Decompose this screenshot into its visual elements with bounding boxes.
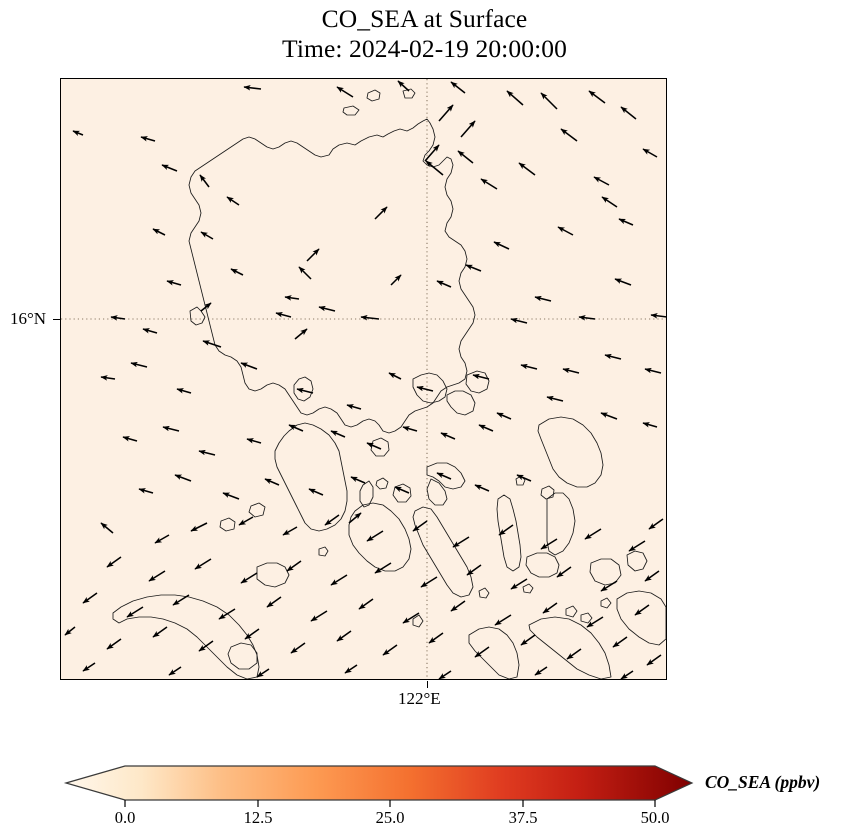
coastline-masbate-2 — [426, 478, 448, 506]
coastline-luzon-bicol-a — [412, 372, 448, 404]
colorbar-tick-25: 25.0 — [375, 808, 405, 827]
coastline-sibuyan — [392, 483, 412, 503]
coastline-busuanga — [256, 562, 290, 588]
coastline-negros — [412, 506, 474, 598]
colorbar-tick-50: 50.0 — [640, 808, 670, 827]
coastline-panay — [348, 502, 412, 572]
coastline-mindoro — [274, 422, 348, 532]
x-axis-tick-label-122e: 122°E — [398, 689, 441, 708]
coastline-small-isle-4 — [219, 517, 236, 532]
coastline-luzon — [188, 118, 476, 434]
coastline-island-babuyan-1 — [366, 89, 381, 102]
coastline-biliran — [540, 485, 555, 500]
coastline-island-babuyan-3 — [402, 88, 416, 99]
coastline-marinduque — [370, 437, 390, 457]
wind-vectors — [64, 80, 666, 679]
coastline-bohol — [525, 552, 560, 578]
coastline-tiny-4 — [580, 612, 593, 624]
colorbar-tick-37-5: 37.5 — [508, 808, 538, 827]
coastline-leyte — [546, 492, 576, 556]
coastline-samar — [537, 416, 604, 488]
coastline-cuyo — [248, 502, 266, 518]
colorbar-gradient-bar — [63, 765, 694, 801]
colorbar-tick-0: 0.0 — [114, 808, 136, 827]
coastline-mindanao-e — [616, 590, 666, 646]
title-variable-line: CO_SEA at Surface — [321, 4, 528, 33]
x-axis-tick-mark — [427, 681, 429, 688]
coastline-island-babuyan-2 — [342, 105, 360, 116]
coastline-dinagat — [589, 558, 622, 586]
map-canvas — [61, 79, 666, 679]
coastline-siargao — [626, 550, 648, 572]
coastline-tiny-2 — [412, 614, 424, 628]
coastline-palawan-2 — [227, 642, 258, 670]
colorbar-title: CO_SEA (ppbv) — [705, 772, 821, 792]
coastline-mindanao-ne — [528, 616, 612, 679]
coastline-tiny-1 — [318, 546, 329, 557]
coastline-tablas — [359, 480, 374, 508]
colorbar-canvas — [63, 765, 694, 807]
coastline-palawan — [112, 594, 260, 679]
y-axis-tick-mark — [53, 319, 60, 321]
coastline-masbate — [426, 462, 466, 490]
coastline-tiny-3 — [565, 605, 578, 618]
coastline-mindanao-n — [468, 626, 520, 679]
gridlines — [61, 79, 666, 679]
coastline-small-isle-2 — [522, 583, 534, 594]
coastlines — [112, 88, 666, 679]
coastline-luzon-bicol-b — [446, 390, 476, 416]
y-axis-tick-label-16n: 16°N — [10, 309, 47, 328]
figure-title: CO_SEA at Surface Time: 2024-02-19 20:00… — [0, 4, 849, 64]
coastline-romblon-1 — [375, 477, 389, 490]
coastline-small-isle-3 — [478, 587, 490, 599]
coastline-luzon-bataan — [293, 376, 314, 402]
colorbar[interactable]: 0.0 12.5 25.0 37.5 50.0 CO_SEA (ppbv) — [0, 755, 849, 839]
colorbar-tick-12-5: 12.5 — [243, 808, 273, 827]
colorbar-tick-marks — [124, 800, 656, 807]
coastline-luzon-west — [189, 306, 206, 326]
coastline-island-catanduanes — [465, 370, 490, 394]
title-time-line: Time: 2024-02-19 20:00:00 — [282, 34, 567, 64]
map-plot-area[interactable] — [60, 78, 667, 680]
coastline-tiny-5 — [600, 597, 612, 609]
